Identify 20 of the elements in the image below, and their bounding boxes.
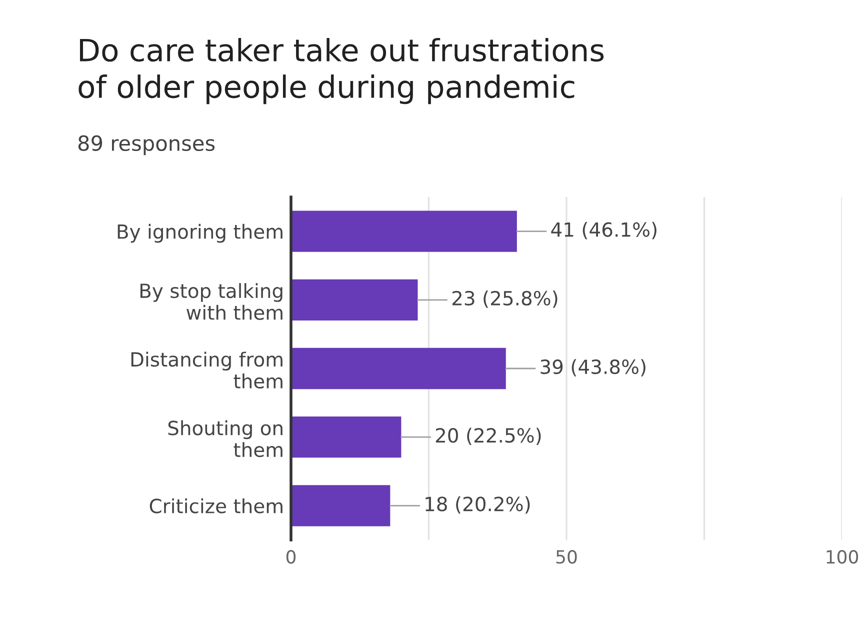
y-tick-label: Criticize them	[150, 498, 282, 514]
y-tick-label: Shouting on them	[168, 420, 282, 458]
x-tick-label: 0	[286, 550, 296, 564]
bar	[291, 210, 517, 252]
y-tick-label: Distancing from them	[131, 352, 282, 389]
data-label: 41 (46.1%)	[551, 222, 656, 240]
data-label: 39 (43.8%)	[540, 359, 646, 376]
data-label: 20 (22.5%)	[436, 428, 541, 446]
chart-title: Do care taker take out frustrations of older people during pandemic	[78, 38, 604, 104]
bar	[291, 279, 418, 320]
chart-subtitle: 89 responses	[78, 135, 215, 156]
x-tick-label: 100	[826, 550, 858, 564]
y-tick-label: By stop talking with them	[140, 283, 282, 320]
y-tick-label: By ignoring them	[118, 224, 282, 243]
data-label: 23 (25.8%)	[452, 290, 558, 308]
bar	[291, 416, 402, 458]
x-tick-label: 50	[556, 550, 577, 564]
bar	[291, 348, 506, 390]
bar	[291, 485, 390, 526]
data-label: 18 (20.2%)	[426, 496, 530, 514]
